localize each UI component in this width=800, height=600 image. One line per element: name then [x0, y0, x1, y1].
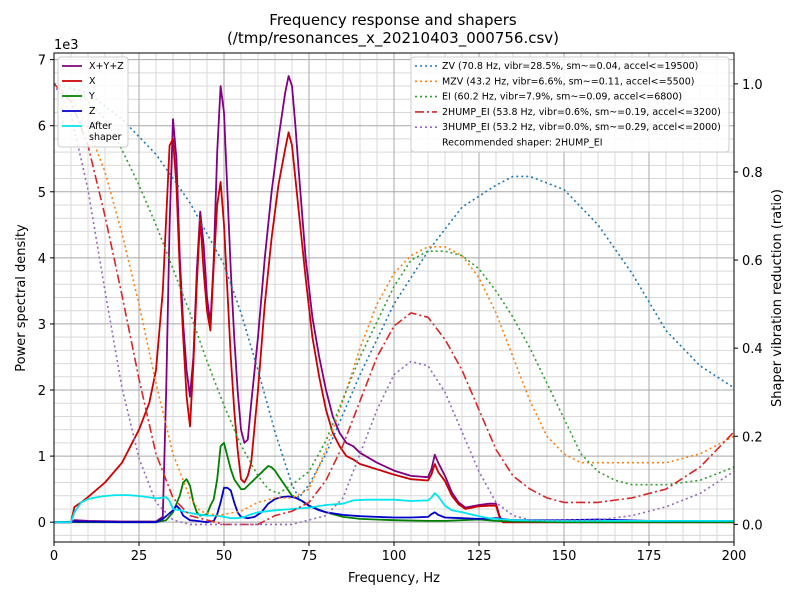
legend-right-label: 2HUMP_EI (53.8 Hz, vibr=0.6%, sm~=0.19, … — [442, 107, 721, 118]
y2-tick-label: 0.8 — [742, 166, 763, 181]
x-tick-label: 200 — [722, 549, 747, 564]
series-line-4 — [54, 492, 734, 524]
legend-right-box — [410, 56, 730, 153]
series-line-7 — [53, 83, 735, 495]
y-tick-label: 1 — [38, 450, 46, 465]
legend-left-box — [57, 56, 129, 148]
recommended-shaper-label: Recommended shaper: 2HUMP_EI — [442, 138, 603, 149]
y2-tick-label: 0.6 — [742, 254, 763, 269]
x-tick-label: 175 — [637, 549, 662, 564]
chart-title: Frequency response and shapers — [269, 11, 517, 29]
x-tick-label: 150 — [552, 549, 577, 564]
series-line-3 — [54, 486, 734, 524]
y2-tick-label: 0.2 — [742, 430, 763, 445]
legend-left-label: After — [89, 121, 112, 132]
x-tick-label: 25 — [131, 549, 148, 564]
y-axis-label: Power spectral density — [14, 224, 29, 372]
y2-tick-label: 0.4 — [742, 342, 763, 357]
x-tick-label: 75 — [301, 549, 318, 564]
legend-right-label: 3HUMP_EI (53.2 Hz, vibr=0.0%, sm~=0.29, … — [442, 122, 721, 133]
x-tick-label: 0 — [50, 549, 58, 564]
y-tick-label: 2 — [38, 384, 46, 399]
legend-left-label: X+Y+Z — [89, 61, 124, 72]
series-line-6 — [53, 83, 735, 517]
legend-right-label: EI (60.2 Hz, vibr=7.9%, sm~=0.09, accel<… — [442, 92, 682, 103]
legend-right-label: MZV (43.2 Hz, vibr=6.6%, sm~=0.11, accel… — [442, 76, 694, 87]
series-group — [53, 75, 735, 526]
y-tick-label: 0 — [38, 516, 46, 531]
legend-left-label: Y — [88, 91, 95, 102]
series-line-8 — [53, 83, 735, 526]
tick-group: 0 25 50 75 100 125 150 175 200 0 1 2 3 4 5 6 7 0.0 0.2 0.4 0… — [38, 54, 763, 564]
y-tick-label: 7 — [38, 54, 46, 69]
y-tick-label: 3 — [38, 318, 46, 333]
x-tick-label: 125 — [467, 549, 492, 564]
y-offset-label: 1e3 — [54, 38, 79, 53]
legend-right-label: ZV (70.8 Hz, vibr=28.5%, sm~=0.04, accel… — [442, 61, 698, 72]
legend-left-label: X — [89, 76, 96, 87]
legend-left-label: shaper — [89, 132, 122, 143]
y2-tick-label: 1.0 — [742, 78, 763, 93]
y2-tick-label: 0.0 — [742, 518, 763, 533]
x-tick-label: 50 — [216, 549, 233, 564]
y2-axis-label: Shaper vibration reduction (ratio) — [770, 189, 785, 407]
y-tick-label: 5 — [38, 186, 46, 201]
series-line-2 — [54, 442, 734, 524]
series-line-5 — [53, 83, 735, 499]
chart-subtitle: (/tmp/resonances_x_20210403_000756.csv) — [227, 29, 559, 48]
series-line-9 — [53, 83, 735, 526]
x-axis-label: Frequency, Hz — [348, 571, 440, 586]
x-tick-label: 100 — [382, 549, 407, 564]
series-line-1 — [54, 131, 734, 524]
y-tick-label: 4 — [38, 252, 46, 267]
y-tick-label: 6 — [38, 120, 46, 135]
legend-left-label: Z — [89, 106, 96, 117]
legend-right: ZV (70.8 Hz, vibr=28.5%, sm~=0.04, accel… — [410, 56, 730, 153]
